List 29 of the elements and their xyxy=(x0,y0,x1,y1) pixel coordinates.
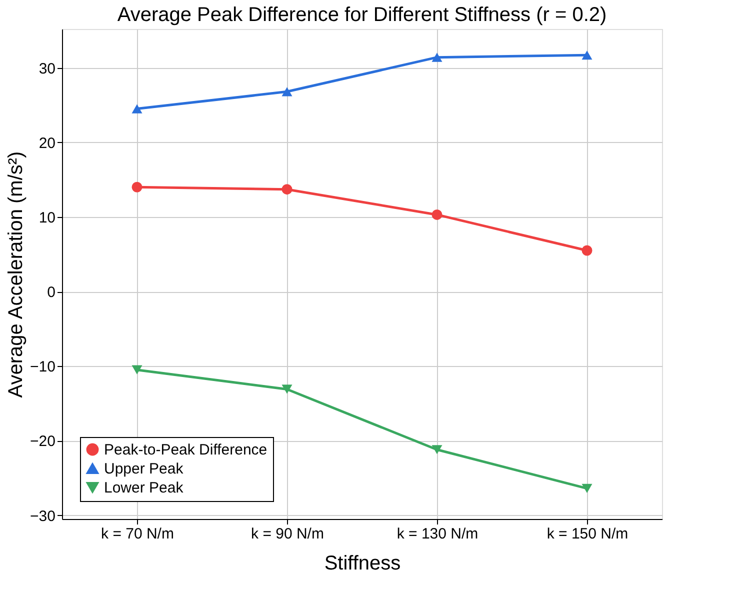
y-tick-label: 30 xyxy=(38,60,56,78)
y-tick-label: 20 xyxy=(38,134,56,152)
point xyxy=(282,184,292,195)
legend-label: Lower Peak xyxy=(104,480,184,496)
x-tick-label: k = 130 N/m xyxy=(396,526,478,542)
y-tick-label: −20 xyxy=(30,433,56,450)
x-axis-title: Stiffness xyxy=(324,552,401,574)
y-tick-label: −30 xyxy=(30,508,56,525)
x-tick-label: k = 150 N/m xyxy=(546,526,628,542)
y-tick-label: 0 xyxy=(47,284,56,302)
chart-title: Average Peak Difference for Different Stiffness (r = 0.2) xyxy=(117,4,607,26)
legend-label: Upper Peak xyxy=(104,460,184,478)
y-axis-title: Average Acceleration (m/s²) xyxy=(5,151,28,398)
x-tick-label: k = 90 N/m xyxy=(251,526,324,542)
y-tick-label: 10 xyxy=(38,209,56,226)
point xyxy=(132,365,142,374)
x-tick-label: k = 70 N/m xyxy=(101,526,174,542)
point xyxy=(582,245,592,256)
point xyxy=(282,384,292,394)
point xyxy=(432,209,442,220)
point xyxy=(582,484,592,493)
point xyxy=(432,445,442,454)
point xyxy=(582,50,592,60)
point xyxy=(132,104,142,114)
y-tick-label: −10 xyxy=(30,358,56,376)
legend-label: Peak-to-Peak Difference xyxy=(104,442,268,458)
point xyxy=(132,182,142,192)
point xyxy=(432,52,442,62)
point xyxy=(282,87,292,96)
